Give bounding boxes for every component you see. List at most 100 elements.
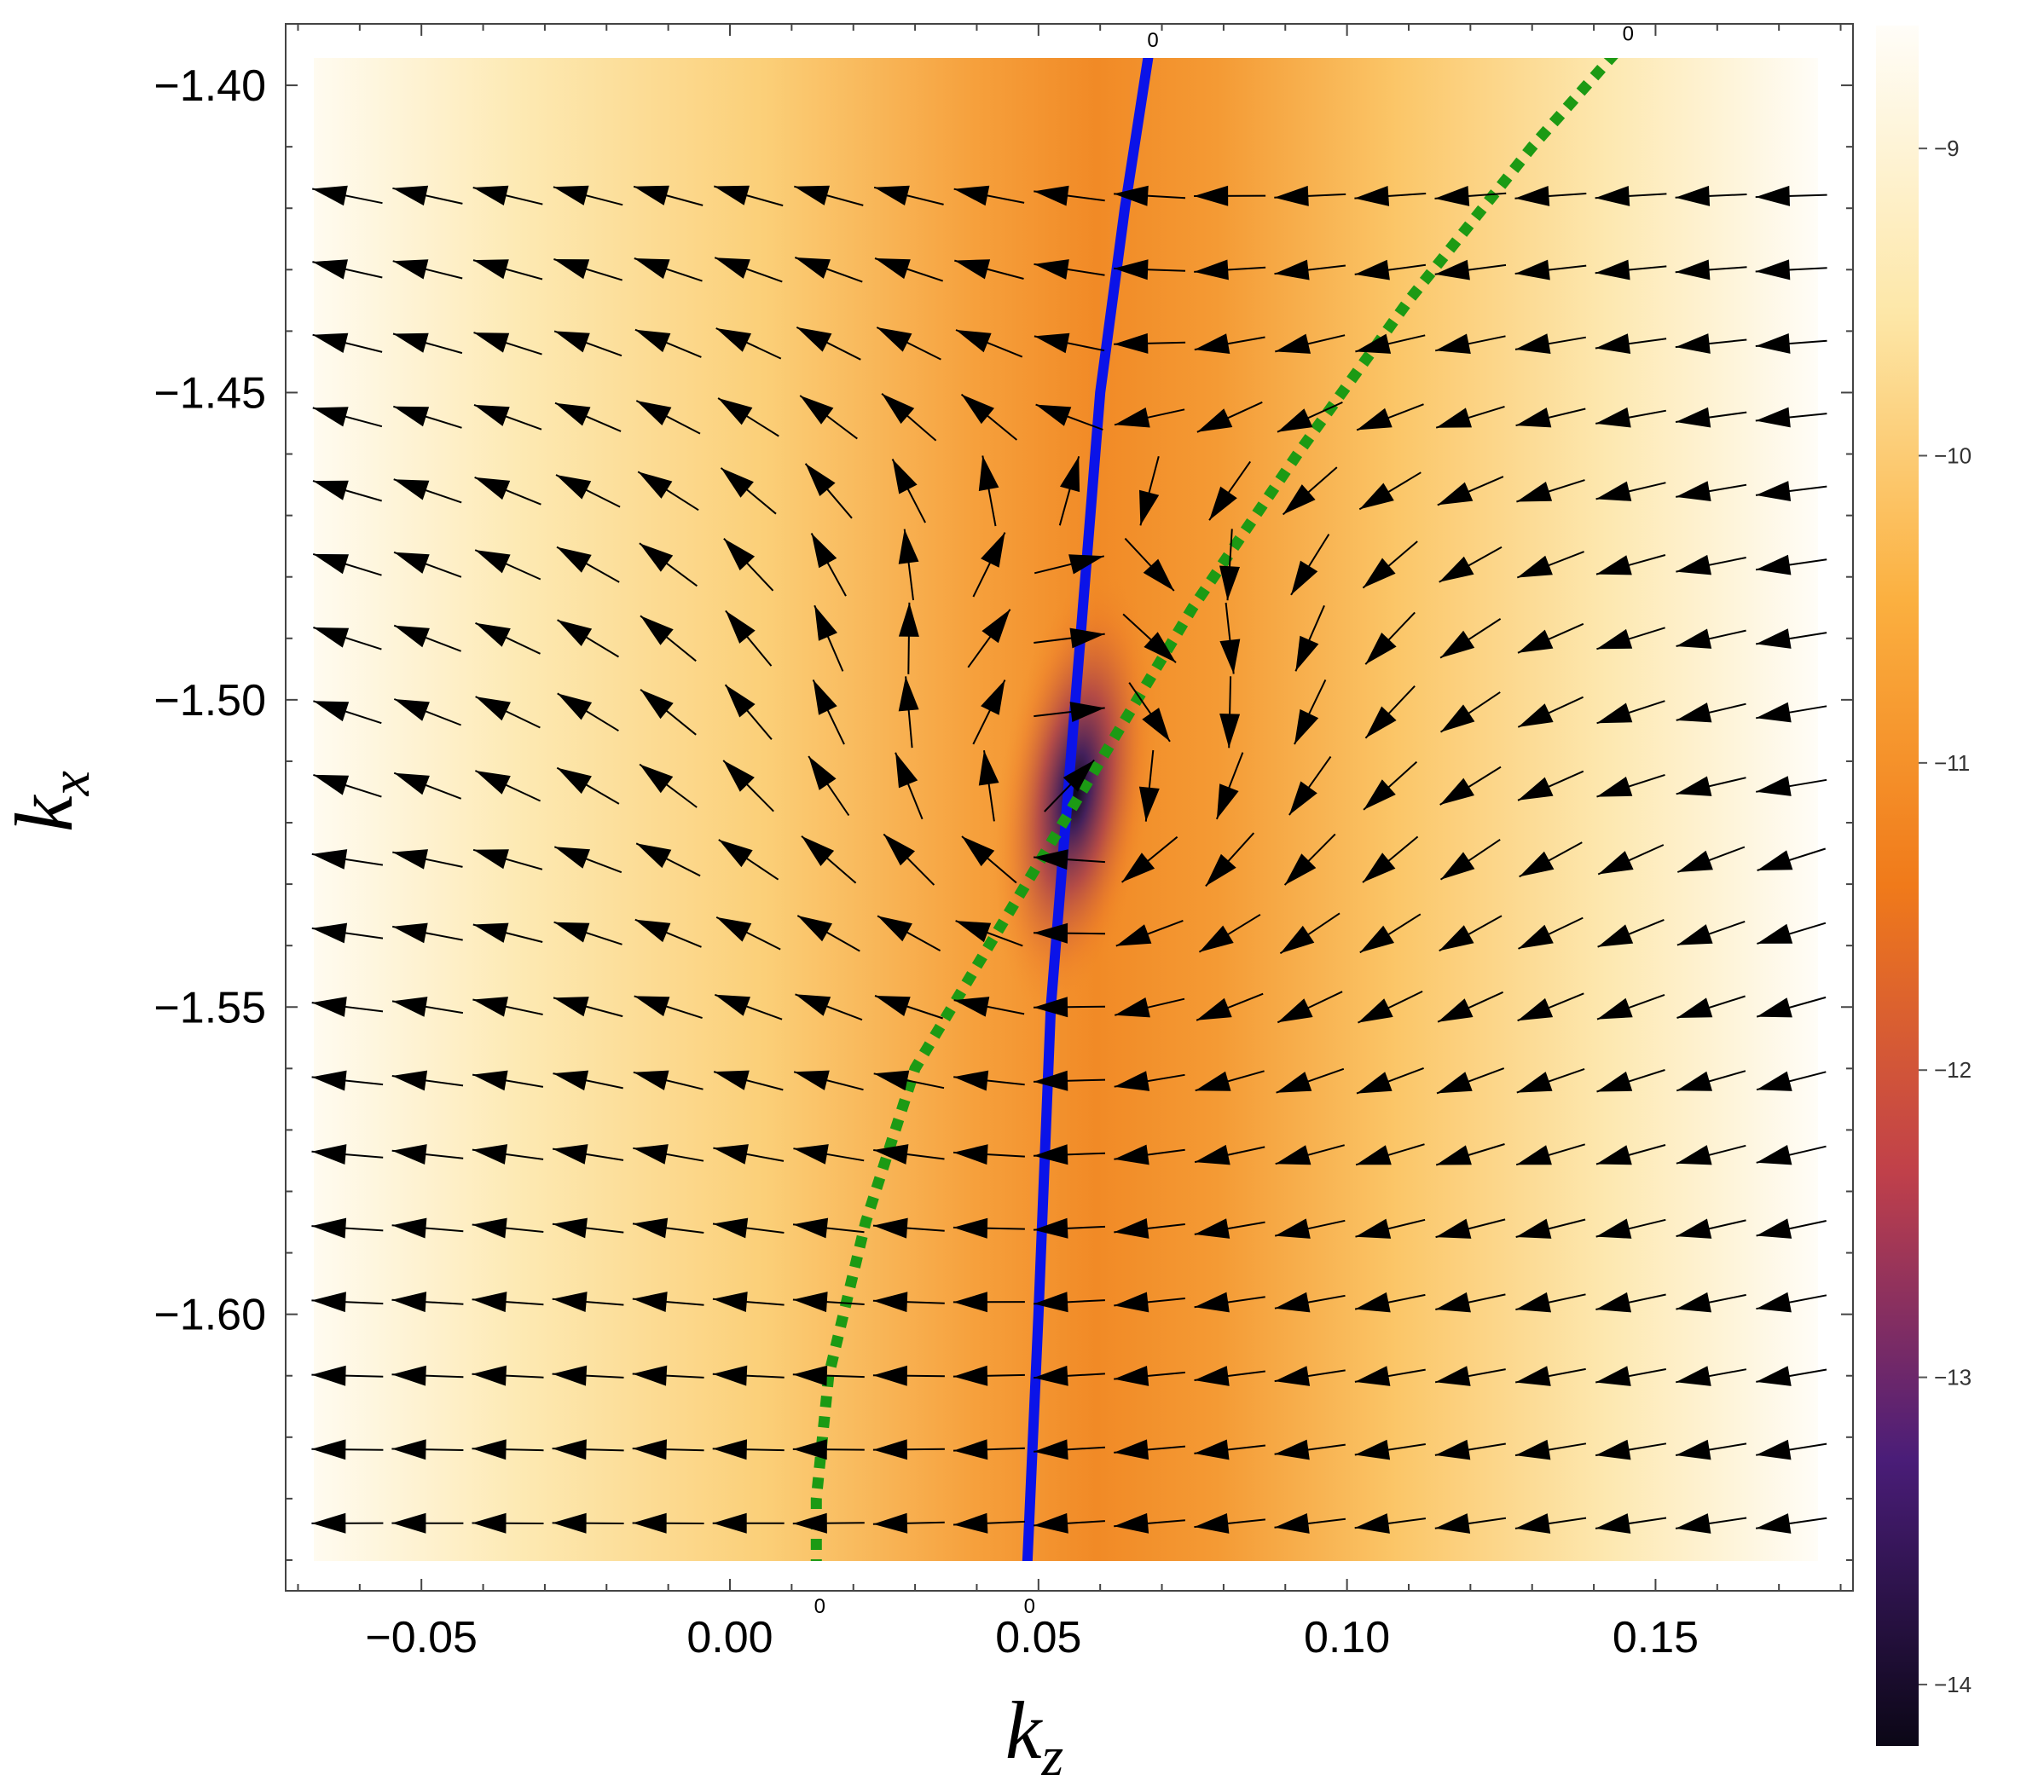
vector-arrow [1675,185,1747,206]
vector-arrow [1595,407,1666,428]
vector-arrow [1358,471,1422,511]
vector-arrow [556,766,620,805]
contour-lines [810,58,1618,1561]
vector-arrow [1355,1218,1426,1239]
vector-arrow [1757,847,1827,871]
vector-arrow [1757,922,1827,945]
vector-arrow [557,692,619,732]
vector-arrow [961,835,1017,884]
vector-arrow [634,257,703,282]
vector-arrow [1596,773,1665,798]
vector-arrow [1515,408,1586,428]
vector-arrow [1058,456,1080,526]
vector-arrow [1755,554,1827,575]
vector-arrow [1274,1439,1346,1460]
vector-arrow [472,1512,544,1534]
vector-arrow [1354,1439,1426,1460]
vector-arrow [1437,991,1504,1023]
colorbar-tick-label: −11 [1934,750,1970,776]
vector-arrow [1515,1366,1586,1386]
vector-arrow [474,770,541,802]
vector-arrow [1439,546,1503,583]
vector-arrow [472,1365,544,1386]
vector-arrow [953,1365,1025,1386]
vector-arrow [472,848,543,870]
vector-arrow [960,393,1018,441]
vector-arrow [1194,333,1265,354]
vector-arrow [633,1070,704,1090]
vector-arrow [393,772,462,800]
vector-arrow [1033,1070,1106,1091]
vector-arrow [472,1217,544,1239]
vector-arrow [1114,1366,1185,1386]
vector-arrow [953,1512,1025,1534]
vector-arrow [873,1144,945,1165]
vector-arrow [1195,1070,1265,1092]
vector-arrow [472,185,543,205]
vector-arrow [714,257,783,283]
contour-level-label: 0 [1024,1595,1035,1618]
vector-arrow [1138,749,1160,822]
vector-arrow [311,1070,384,1091]
vector-arrow [793,1070,864,1091]
vector-arrow [639,542,698,587]
vector-arrow [1434,333,1506,354]
vector-arrow [722,760,774,812]
vector-arrow [1034,554,1105,575]
vector-arrow [553,997,623,1018]
vector-arrow [1756,1292,1827,1313]
vector-arrow [1194,1513,1266,1534]
vector-arrow [720,467,777,515]
vector-arrow [313,627,382,650]
vector-arrow [1595,186,1667,206]
vector-arrow [1033,922,1106,944]
vector-arrow [1755,481,1827,501]
vector-arrow [953,997,1025,1017]
vector-arrow [1194,1218,1265,1239]
y-axis-title: kx [0,771,101,832]
x-tick-label: −0.05 [365,1613,478,1662]
vector-arrow [557,619,620,658]
vector-arrow [311,1512,384,1534]
vector-arrow [1356,403,1424,431]
vector-arrow [872,1439,945,1460]
vector-arrow [1439,915,1503,952]
x-tick-label: 0.10 [1304,1613,1390,1662]
x-axis-title: kz [1005,1685,1063,1788]
vector-arrow [1755,407,1827,428]
vector-arrow [1034,1512,1105,1534]
contour-line-dotted [810,58,1618,1561]
vector-arrow [313,773,382,798]
vector-arrow [1596,1069,1665,1093]
vector-arrow [1595,1513,1667,1534]
vector-arrow [1597,844,1665,876]
vector-arrow [634,995,703,1020]
vector-arrow [1034,259,1105,280]
vector-arrow [473,403,542,431]
heatmap-minimum [993,572,1158,1012]
vector-arrow [972,532,1006,598]
vector-arrow [1515,1143,1585,1166]
vector-arrow [1595,1218,1666,1239]
vector-arrow [311,849,384,870]
vector-arrow [1439,618,1502,659]
vector-arrow [1515,1292,1586,1313]
vector-arrow [712,1512,785,1534]
vector-arrow [312,259,383,280]
vector-arrow [1676,776,1746,796]
vector-arrow [872,1365,945,1386]
vector-arrow [953,1070,1025,1091]
vector-arrow [1219,602,1241,674]
vector-arrow [872,1512,945,1534]
vector-arrow [554,402,622,432]
vector-arrow [796,327,861,361]
vector-arrow [799,395,858,440]
vector-arrow [553,921,622,945]
vector-arrow [1359,913,1422,954]
vector-arrow [792,1512,865,1534]
vector-arrow [474,476,541,506]
contour-labels: 0 0 0 0 [814,23,1634,1618]
vector-arrow [1676,1218,1746,1239]
vector-arrow [1756,1439,1827,1460]
vector-arrow [712,1292,785,1312]
